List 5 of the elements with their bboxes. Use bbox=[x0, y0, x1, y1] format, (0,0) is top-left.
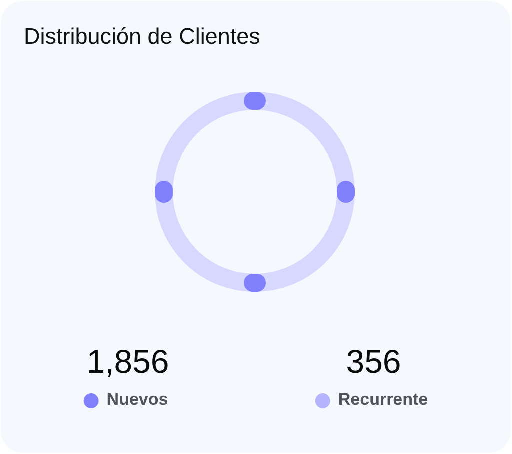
data-label: 356 bbox=[346, 343, 402, 380]
category-label: Nuevos bbox=[106, 390, 168, 409]
category-label: Recurrente bbox=[338, 390, 428, 409]
data-label: 1,856 bbox=[86, 343, 170, 380]
text: Distribución de Clientes bbox=[24, 24, 260, 49]
